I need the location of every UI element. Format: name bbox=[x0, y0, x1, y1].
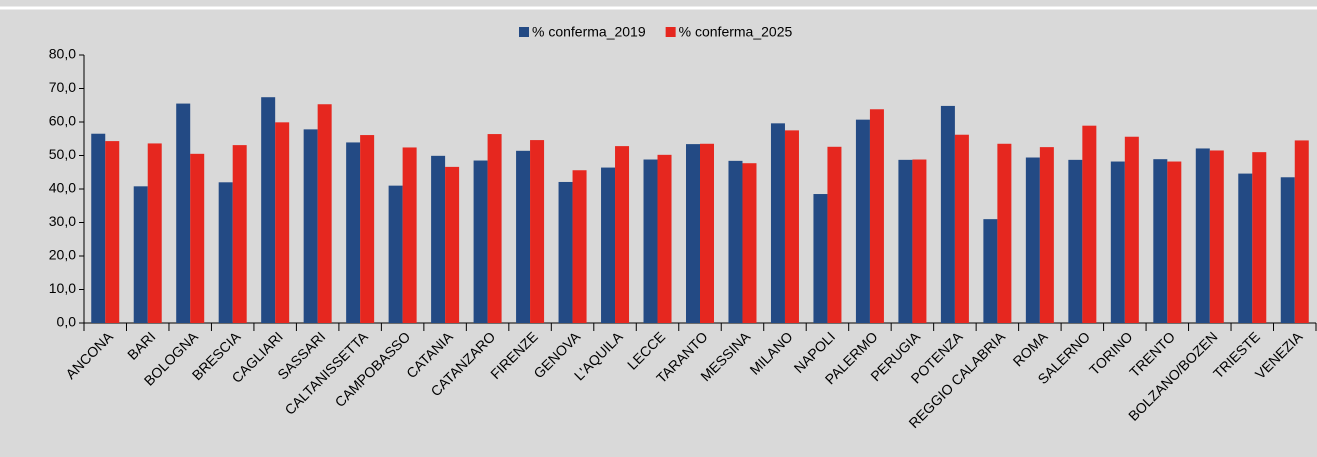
y-tick-label: 80,0 bbox=[49, 46, 76, 62]
bar bbox=[770, 123, 785, 323]
bar bbox=[1167, 161, 1182, 323]
bar bbox=[1068, 159, 1083, 323]
bar bbox=[1252, 152, 1267, 323]
bar bbox=[218, 182, 233, 323]
bar bbox=[558, 181, 573, 323]
bar bbox=[261, 97, 276, 324]
bar bbox=[615, 146, 630, 323]
bar bbox=[317, 104, 332, 324]
bar bbox=[176, 103, 191, 323]
bar bbox=[643, 159, 658, 323]
bar bbox=[1280, 177, 1295, 323]
bar bbox=[445, 166, 460, 323]
y-tick-label: 50,0 bbox=[49, 146, 76, 162]
bar bbox=[784, 130, 799, 323]
bar bbox=[940, 105, 955, 323]
y-tick-label: 0,0 bbox=[57, 314, 77, 330]
bar bbox=[275, 122, 290, 324]
bar bbox=[898, 159, 913, 323]
bar bbox=[954, 134, 969, 323]
bar bbox=[303, 129, 318, 323]
bar bbox=[133, 186, 148, 323]
bar bbox=[1039, 147, 1054, 323]
bar bbox=[997, 143, 1012, 323]
bar bbox=[147, 143, 162, 323]
bar bbox=[700, 143, 714, 323]
legend-label: % conferma_2019 bbox=[532, 24, 646, 40]
bar bbox=[1025, 157, 1040, 323]
bar bbox=[869, 109, 884, 324]
legend-swatch bbox=[519, 27, 529, 37]
bar bbox=[388, 185, 403, 323]
bar bbox=[1082, 125, 1097, 323]
bar bbox=[572, 170, 587, 323]
y-tick-label: 30,0 bbox=[49, 213, 76, 229]
bar bbox=[530, 140, 545, 323]
bar bbox=[742, 163, 757, 323]
bar bbox=[601, 167, 616, 323]
bar bbox=[473, 160, 488, 323]
bar bbox=[1294, 140, 1309, 323]
bar bbox=[346, 142, 361, 323]
y-tick-label: 40,0 bbox=[49, 180, 76, 196]
bar bbox=[232, 145, 247, 323]
bar bbox=[1195, 148, 1210, 323]
bar bbox=[1110, 161, 1125, 323]
bar bbox=[516, 150, 531, 323]
bar bbox=[1124, 136, 1139, 323]
bar bbox=[657, 154, 672, 323]
legend-swatch bbox=[665, 27, 676, 37]
y-tick-label: 20,0 bbox=[49, 247, 76, 263]
bar bbox=[190, 153, 205, 323]
bar bbox=[827, 146, 842, 323]
bar bbox=[487, 134, 502, 323]
bar bbox=[105, 141, 120, 323]
bar bbox=[431, 155, 446, 323]
bar bbox=[1209, 150, 1224, 323]
bar bbox=[983, 219, 998, 323]
bar bbox=[1238, 173, 1253, 323]
bar bbox=[402, 147, 417, 323]
y-tick-label: 60,0 bbox=[49, 113, 76, 129]
bar bbox=[728, 160, 743, 323]
legend-label: % conferma_2025 bbox=[679, 24, 793, 40]
y-tick-label: 10,0 bbox=[49, 280, 76, 296]
bar bbox=[912, 159, 927, 323]
bar bbox=[1153, 159, 1168, 323]
bar bbox=[855, 119, 870, 323]
y-tick-label: 70,0 bbox=[49, 79, 76, 95]
bar bbox=[686, 144, 700, 323]
bar bbox=[91, 133, 106, 323]
bar bbox=[813, 194, 828, 323]
bar bbox=[360, 135, 375, 323]
